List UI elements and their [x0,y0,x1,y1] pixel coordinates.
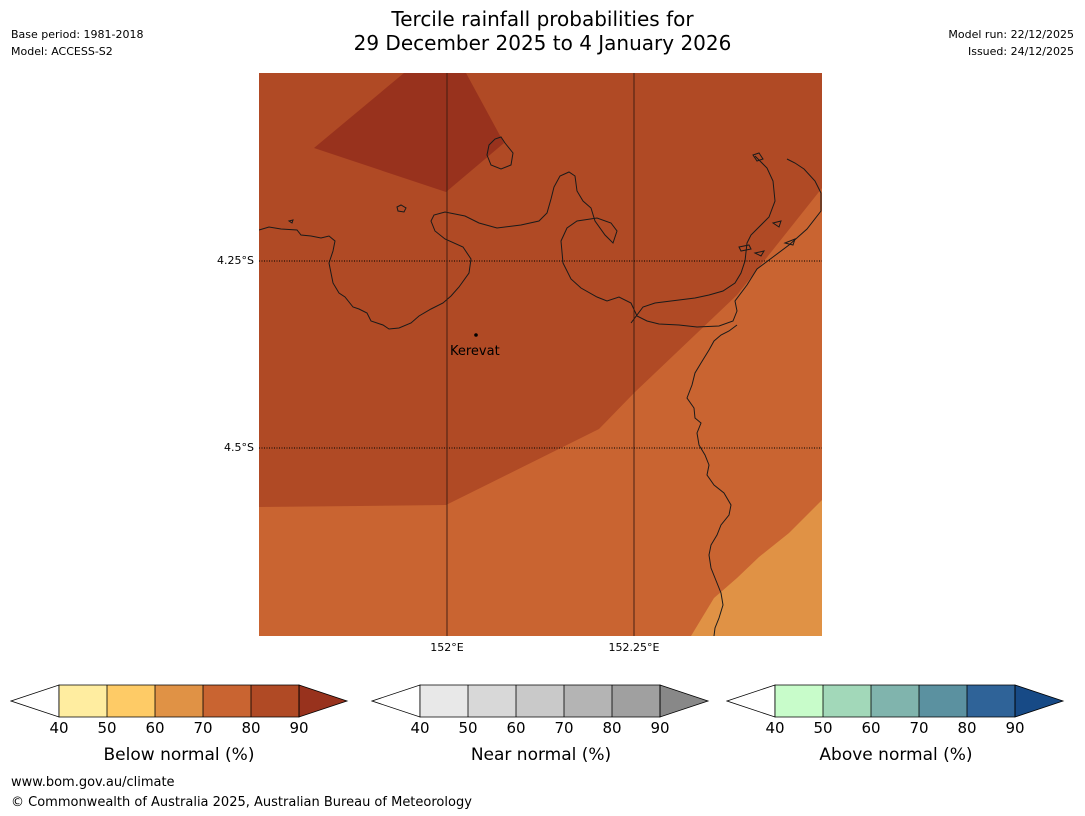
title-line-2: 29 December 2025 to 4 January 2026 [353,31,732,55]
header-meta-right: Model run: 22/12/2025 Issued: 24/12/2025 [948,26,1074,60]
legend-below-normal-colorbar [10,684,349,718]
legend-above-swatch-40-50 [775,685,823,717]
legend-below-tick-90: 90 [289,719,309,737]
footer-copyright: © Commonwealth of Australia 2025, Austra… [11,795,472,810]
footer-website-link[interactable]: www.bom.gov.au/climate [11,775,175,790]
legend-below-tick-40: 40 [49,719,69,737]
legend-above-tick-80: 80 [957,719,977,737]
legend-near-swatch-60-70 [516,685,564,717]
header-meta-left: Base period: 1981-2018 Model: ACCESS-S2 [11,26,143,60]
legend-near-tick-50: 50 [458,719,478,737]
legend-below-normal-label: Below normal (%) [103,745,255,765]
legend-above-tick-70: 70 [909,719,929,737]
legend-near-tick-60: 60 [506,719,526,737]
kerevat-marker-icon [474,333,478,337]
legend-below-extend-low [10,684,60,718]
base-period-text: Base period: 1981-2018 [11,28,144,41]
kerevat-label: Kerevat [450,344,500,359]
probability-zone-mid [259,188,822,636]
legend-above-extend-low [726,684,776,718]
legend-below-tick-50: 50 [97,719,117,737]
legend-above-extend-high [1014,684,1065,718]
legend-below-outline [58,684,300,718]
coastline-islet-west [396,204,407,213]
legend-above-swatch-60-70 [871,685,919,717]
legend-near-normal-colorbar [371,684,710,718]
coastline-islet-east-3 [783,238,796,246]
coastline-islet-far-west [287,219,294,224]
legend-above-swatch-50-60 [823,685,871,717]
legend-below-swatch-70-80 [203,685,251,717]
coastline-islet-east-4 [752,152,764,162]
probability-zone-darkest [314,73,504,192]
legend-near-extend-low [371,684,421,718]
coastline-island-north [486,136,514,170]
latitude-label-4-5: 4.5°S [224,441,254,454]
rainfall-probability-map: Kerevat [259,73,822,636]
legend-above-normal-colorbar [726,684,1065,718]
legend-above-outline [774,684,1016,718]
coastline-main-peninsula [259,158,822,330]
legend-below-tick-60: 60 [145,719,165,737]
legend-above-tick-90: 90 [1005,719,1025,737]
latitude-label-4-25: 4.25°S [217,254,254,267]
legend-below-swatch-80-90 [251,685,299,717]
legend-below-swatch-50-60 [107,685,155,717]
legend-near-normal-label: Near normal (%) [470,745,612,765]
legend-below-swatch-60-70 [155,685,203,717]
probability-zone-light [691,500,822,636]
legend-above-tick-60: 60 [861,719,881,737]
coastline-islet-east-2 [753,250,766,257]
coastline-islet-east-1 [738,244,752,252]
legend-near-tick-40: 40 [410,719,430,737]
model-text: Model: ACCESS-S2 [11,45,113,58]
legend-near-tick-80: 80 [602,719,622,737]
legend-above-normal-label: Above normal (%) [819,745,973,765]
legend-above-swatch-70-80 [919,685,967,717]
legend-near-swatch-40-50 [420,685,468,717]
legend-near-swatch-80-90 [612,685,660,717]
page-title: Tercile rainfall probabilities for 29 De… [0,7,1085,55]
issued-text: Issued: 24/12/2025 [967,45,1074,58]
longitude-label-152-25: 152.25°E [608,641,660,654]
legend-below-tick-70: 70 [193,719,213,737]
legend-above-tick-40: 40 [765,719,785,737]
title-line-1: Tercile rainfall probabilities for [391,7,694,31]
legend-near-outline [419,684,661,718]
longitude-label-152: 152°E [430,641,464,654]
legend-below-tick-80: 80 [241,719,261,737]
legend-near-swatch-70-80 [564,685,612,717]
legend-above-swatch-80-90 [967,685,1015,717]
legend-below-swatch-40-50 [59,685,107,717]
legend-near-swatch-50-60 [468,685,516,717]
legend-near-extend-high [659,684,710,718]
model-run-text: Model run: 22/12/2025 [948,28,1074,41]
legend-near-tick-70: 70 [554,719,574,737]
legend-above-tick-50: 50 [813,719,833,737]
legend-below-extend-high [298,684,349,718]
legend-near-tick-90: 90 [650,719,670,737]
coastline-islet-east-5 [771,220,782,228]
